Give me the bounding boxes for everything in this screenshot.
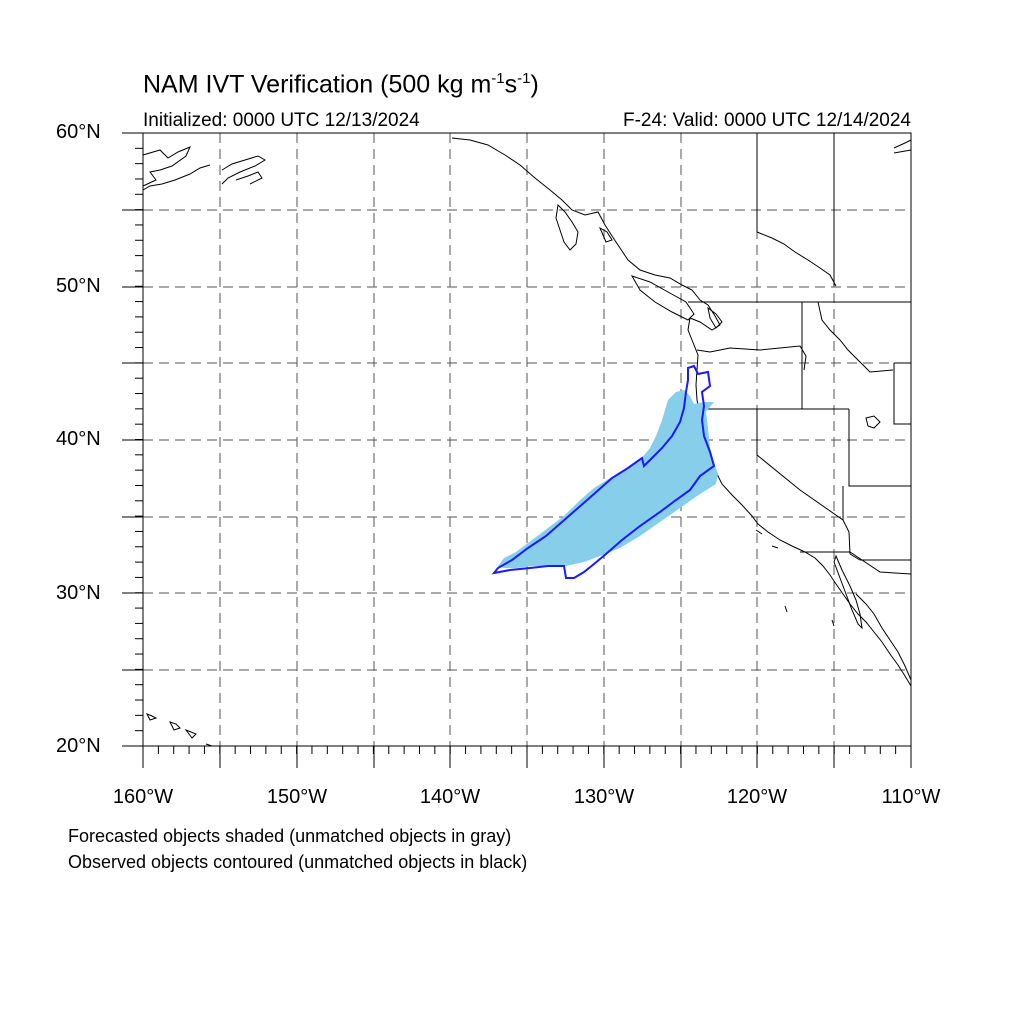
lat-label-30n: 30°N xyxy=(56,582,101,604)
graticule xyxy=(143,133,911,746)
lon-label-160w: 160°W xyxy=(112,786,174,808)
observed-note: Observed objects contoured (unmatched ob… xyxy=(68,852,528,872)
lon-label-140w: 140°W xyxy=(419,786,481,808)
lon-label-130w: 130°W xyxy=(573,786,635,808)
state-borders xyxy=(688,133,912,575)
lat-label-50n: 50°N xyxy=(56,275,101,297)
initialized-time: Initialized: 0000 UTC 12/13/2024 xyxy=(143,110,420,131)
tick-marks xyxy=(122,132,912,768)
map-title: NAM IVT Verification (500 kg m-1s-1) xyxy=(143,70,539,99)
lat-label-20n: 20°N xyxy=(56,735,101,757)
lat-label-60n: 60°N xyxy=(56,121,101,143)
lat-label-40n: 40°N xyxy=(56,428,101,450)
forecast-object xyxy=(498,390,718,568)
forecast-note: Forecasted objects shaded (unmatched obj… xyxy=(68,826,512,846)
lon-label-110w: 110°W xyxy=(881,786,941,808)
minor-ticks xyxy=(135,132,912,754)
lon-label-120w: 120°W xyxy=(726,786,788,808)
valid-time: F-24: Valid: 0000 UTC 12/14/2024 xyxy=(623,110,911,131)
lon-label-150w: 150°W xyxy=(266,786,328,808)
observed-contour xyxy=(491,364,716,579)
